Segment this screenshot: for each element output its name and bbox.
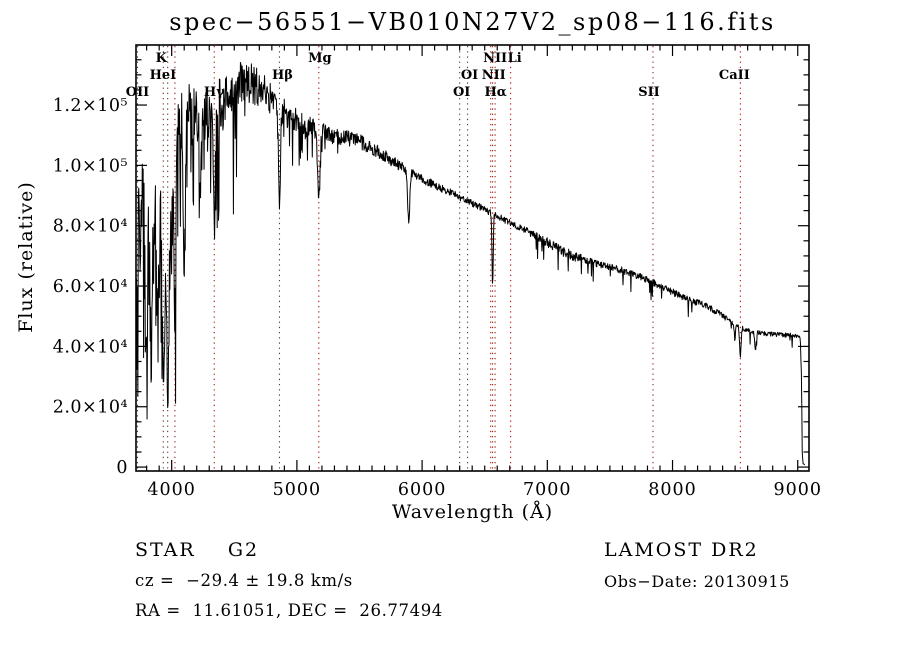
x-tick-label: 7000: [523, 480, 572, 500]
y-tick-label: 8.0×10⁴: [53, 217, 128, 237]
ra-dec-text: RA = 11.61051, DEC = 26.77494: [135, 601, 443, 620]
spectrum: [135, 61, 806, 466]
x-tick-labels: 4000 5000 6000 7000 8000 9000: [147, 480, 822, 500]
line-marker-label: OI: [453, 85, 470, 100]
x-tick-label: 9000: [773, 480, 822, 500]
x-axis-title: Wavelength (Å): [391, 501, 554, 523]
x-tick-label: 6000: [398, 480, 447, 500]
radial-velocity-text: cz = −29.4 ± 19.8 km/s: [135, 571, 353, 590]
spectral-line-labels: OII K HeI Hγ Hβ Mg OI OI NII Hα NII Li SII CaII: [126, 51, 750, 100]
spectrum-line: [135, 61, 806, 466]
survey-release-text: LAMOST DR2: [604, 539, 759, 561]
spectral-line-markers: [136, 46, 741, 470]
line-marker-label: OI: [461, 68, 478, 83]
line-marker-label: Li: [508, 51, 522, 66]
x-tick-label: 8000: [648, 480, 697, 500]
line-marker-label: Hβ: [272, 68, 293, 83]
line-marker-label: NII: [483, 51, 507, 66]
obs-date-text: Obs−Date: 20130915: [604, 572, 790, 591]
line-marker-label: OII: [126, 85, 150, 100]
line-marker-label: Hα: [484, 85, 506, 100]
line-marker-label: SII: [638, 85, 660, 100]
y-tick-label: 2.0×10⁴: [53, 398, 128, 418]
line-marker-label: NII: [482, 68, 506, 83]
axis-ticks: [136, 45, 809, 471]
line-marker-label: K: [156, 51, 168, 66]
line-marker-label: Mg: [308, 51, 331, 66]
object-class-text: STAR G2: [135, 539, 260, 561]
y-tick-label: 4.0×10⁴: [53, 337, 128, 357]
line-marker-label: CaII: [719, 68, 750, 83]
y-tick-label: 0: [116, 458, 128, 478]
line-marker-label: Hγ: [204, 85, 225, 100]
chart-title: spec−56551−VB010N27V2_sp08−116.fits: [169, 8, 776, 36]
y-tick-label: 6.0×10⁴: [53, 277, 128, 297]
y-tick-label: 1.0×10⁵: [53, 156, 128, 176]
y-tick-label: 1.2×10⁵: [53, 96, 128, 116]
line-marker-label: HeI: [150, 68, 177, 83]
y-axis-title: Flux (relative): [15, 181, 37, 333]
x-tick-label: 4000: [147, 480, 196, 500]
x-tick-label: 5000: [273, 480, 322, 500]
y-tick-labels: 0 2.0×10⁴ 4.0×10⁴ 6.0×10⁴ 8.0×10⁴ 1.0×10⁵ 1.2×…: [53, 96, 128, 478]
